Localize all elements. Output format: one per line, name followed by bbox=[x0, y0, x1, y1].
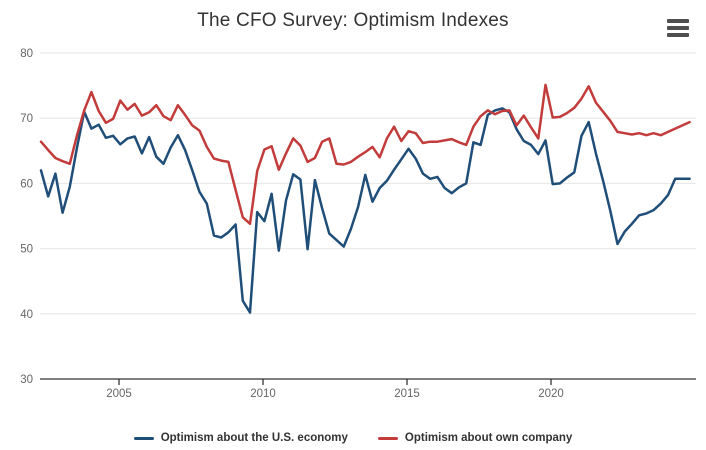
economy-line-swatch bbox=[133, 436, 154, 440]
y-axis-label: 60 bbox=[20, 178, 33, 190]
chart-context-menu-button[interactable] bbox=[667, 19, 689, 37]
legend-item-economy[interactable]: Optimism about the U.S. economy bbox=[133, 432, 348, 444]
chart-title: The CFO Survey: Optimism Indexes bbox=[197, 10, 509, 31]
series-line-company bbox=[39, 83, 691, 226]
legend-item-company[interactable]: Optimism about own company bbox=[377, 432, 573, 444]
x-axis-label: 2005 bbox=[106, 388, 132, 400]
legend-label-economy: Optimism about the U.S. economy bbox=[160, 432, 348, 444]
chart-legend: Optimism about the U.S. economy Optimism… bbox=[0, 432, 706, 444]
y-axis-label: 80 bbox=[20, 48, 33, 60]
x-axis-label: 2015 bbox=[394, 388, 420, 400]
hamburger-icon bbox=[667, 19, 689, 23]
x-axis-label: 2020 bbox=[538, 388, 564, 400]
hamburger-icon bbox=[667, 33, 689, 37]
series-line-economy bbox=[39, 107, 691, 314]
hamburger-icon bbox=[667, 26, 689, 30]
company-line-swatch bbox=[377, 436, 398, 440]
y-axis-label: 70 bbox=[20, 113, 33, 125]
y-axis-label: 50 bbox=[20, 244, 33, 256]
x-axis-label: 2010 bbox=[250, 388, 276, 400]
y-axis-label: 40 bbox=[20, 309, 33, 321]
legend-label-company: Optimism about own company bbox=[404, 432, 573, 444]
y-axis-label: 30 bbox=[20, 374, 33, 386]
